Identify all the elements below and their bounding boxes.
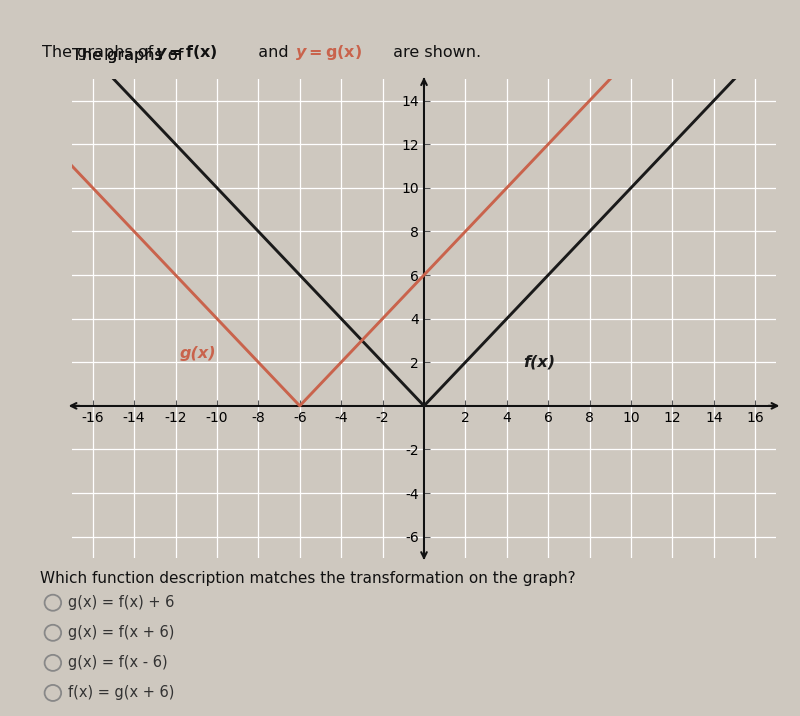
Text: $\bfit{y}$$\bf{ = f(x)}$: $\bfit{y}$$\bf{ = f(x)}$ <box>155 43 218 62</box>
Text: The graphs of: The graphs of <box>42 45 158 59</box>
Text: Which function description matches the transformation on the graph?: Which function description matches the t… <box>40 571 576 586</box>
Text: The graphs of: The graphs of <box>72 48 188 63</box>
Text: g(x) = f(x + 6): g(x) = f(x + 6) <box>67 625 174 640</box>
Text: f(x): f(x) <box>523 354 555 369</box>
Text: $\bfit{y}$$\bf{ = g(x)}$: $\bfit{y}$$\bf{ = g(x)}$ <box>295 43 362 62</box>
Text: are shown.: are shown. <box>388 45 481 59</box>
Text: f(x) = g(x + 6): f(x) = g(x + 6) <box>67 685 174 700</box>
Text: and: and <box>248 45 294 59</box>
Text: g(x) = f(x) + 6: g(x) = f(x) + 6 <box>67 595 174 610</box>
Text: g(x): g(x) <box>180 346 216 361</box>
Text: g(x) = f(x - 6): g(x) = f(x - 6) <box>67 655 167 670</box>
Text: The graphs of: The graphs of <box>72 48 188 63</box>
